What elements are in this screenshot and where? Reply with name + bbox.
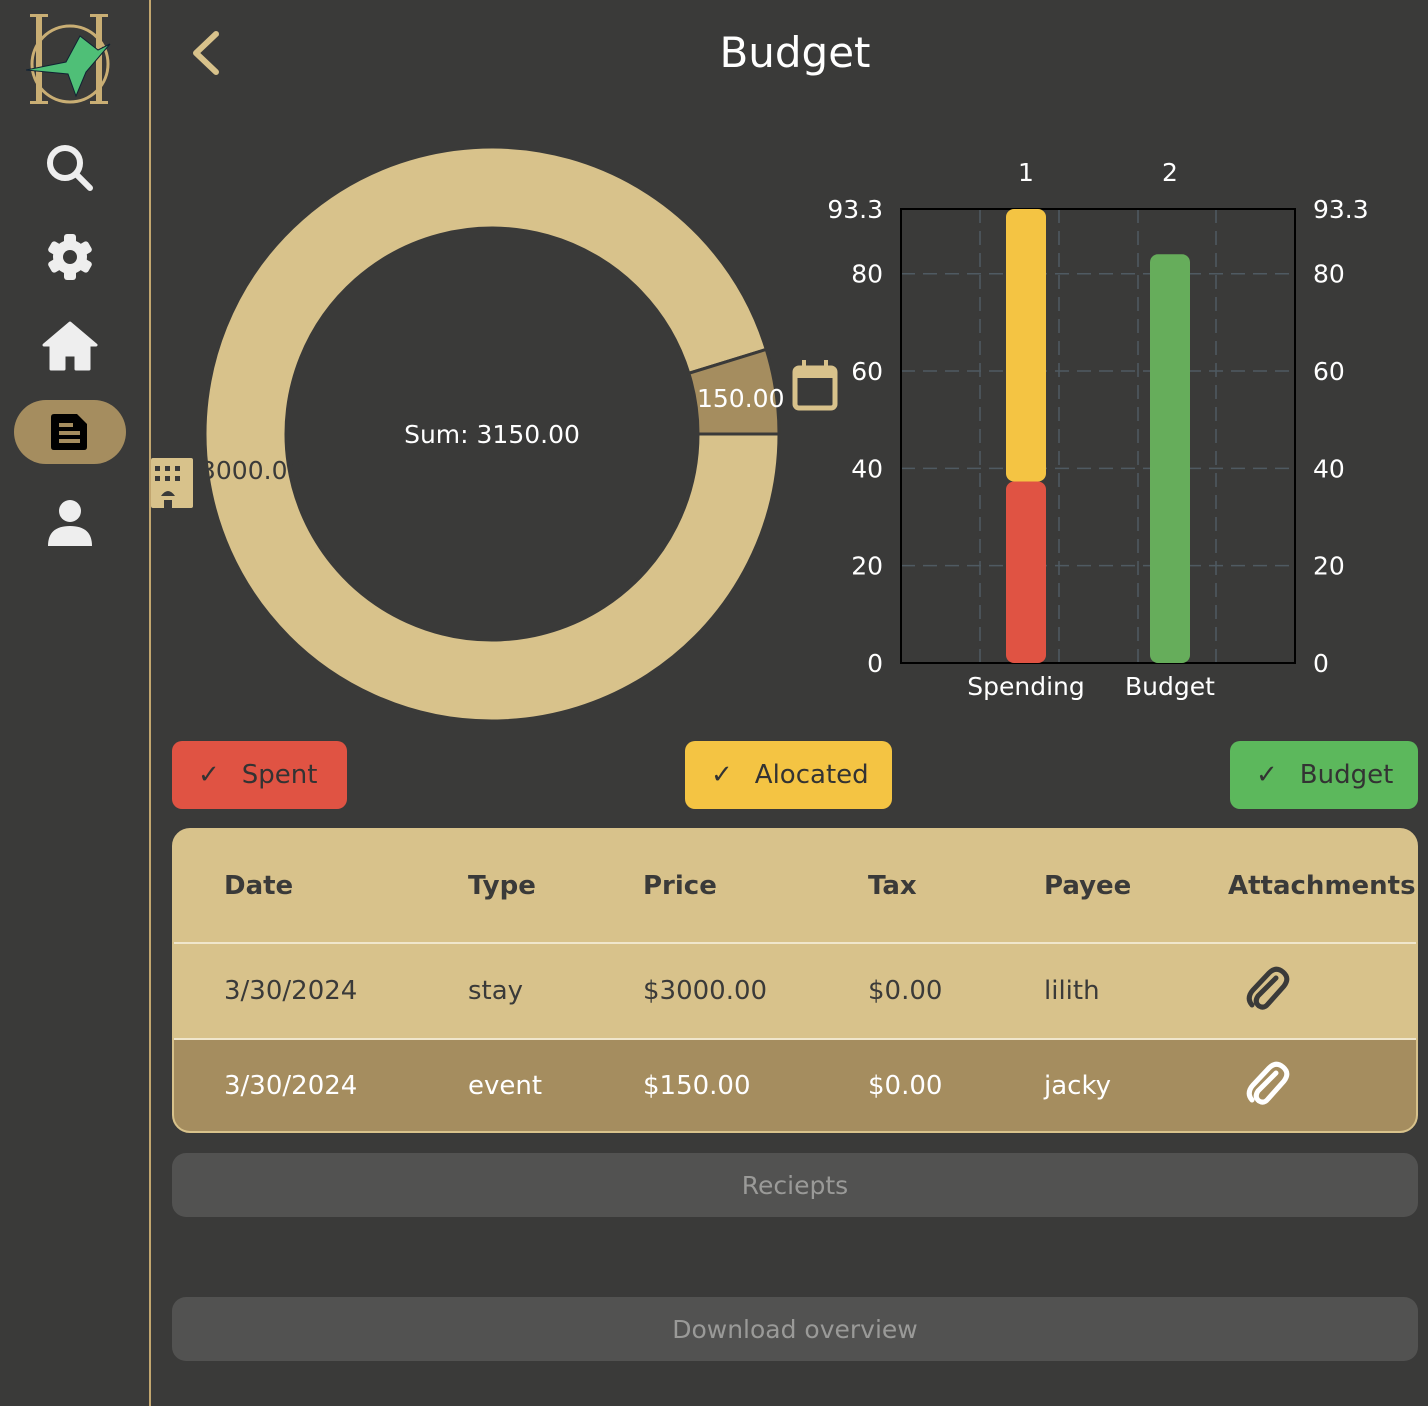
- gear-icon: [48, 234, 92, 280]
- legend-spent-toggle[interactable]: ✓ Spent: [172, 741, 347, 809]
- header-price: Price: [643, 871, 717, 901]
- user-icon: [48, 500, 92, 546]
- cell-date: 3/30/2024: [224, 1071, 358, 1101]
- nav-settings[interactable]: [14, 225, 126, 289]
- cell-date: 3/30/2024: [224, 976, 358, 1006]
- attachment-button[interactable]: [1228, 964, 1416, 1019]
- top-tick-label: 1: [1018, 158, 1034, 187]
- cell-payee: lilith: [1044, 976, 1100, 1006]
- page-title: Budget: [719, 28, 871, 77]
- y-tick-left: 80: [851, 260, 883, 289]
- legend-budget-toggle[interactable]: ✓ Budget: [1230, 741, 1418, 809]
- y-tick-right: 20: [1313, 552, 1345, 581]
- header-type: Type: [468, 871, 536, 901]
- bar-budget[interactable]: [1150, 254, 1190, 663]
- document-icon: [51, 414, 87, 450]
- attachment-button[interactable]: [1228, 1059, 1416, 1114]
- donut-chart: [203, 145, 781, 723]
- nav-home[interactable]: [14, 314, 126, 378]
- sidebar: [0, 0, 151, 1406]
- y-tick-right: 93.3: [1313, 195, 1369, 224]
- cell-tax: $0.00: [868, 1071, 943, 1101]
- calendar-icon: [792, 360, 838, 411]
- check-icon: ✓: [198, 760, 220, 790]
- donut-sum: Sum: 3150.00: [404, 420, 580, 449]
- x-tick-label: Budget: [1125, 672, 1215, 701]
- back-button[interactable]: [188, 28, 228, 78]
- paperclip-icon: [1246, 966, 1290, 1010]
- building-icon: [151, 458, 193, 508]
- table-row[interactable]: 3/30/2024 stay $3000.00 $0.00 lilith: [174, 944, 1416, 1040]
- y-tick-left: 0: [867, 649, 883, 678]
- cell-type: event: [468, 1071, 543, 1101]
- header-attachments: Attachments: [1228, 871, 1416, 901]
- header-date: Date: [224, 871, 294, 901]
- bar-spent[interactable]: [1006, 481, 1046, 663]
- donut-slice[interactable]: [203, 145, 781, 723]
- check-icon: ✓: [711, 760, 733, 790]
- search-icon: [47, 145, 93, 191]
- y-tick-left: 93.3: [827, 195, 883, 224]
- bar-chart: 0 0 20 20 40 40 60 60 80 80 93.3 93.3 Spending 1 Budge…: [827, 158, 1369, 701]
- cell-price: $150.00: [643, 1071, 751, 1101]
- y-tick-left: 20: [851, 552, 883, 581]
- cell-price: $3000.00: [643, 976, 768, 1006]
- cell-payee: jacky: [1044, 1071, 1111, 1101]
- transactions-table: Date Type Price Tax Payee Attachments 3/…: [172, 828, 1418, 1133]
- bar-allocated[interactable]: [1006, 209, 1046, 482]
- paperclip-icon: [1246, 1061, 1290, 1105]
- y-tick-right: 40: [1313, 454, 1345, 483]
- app-logo: [26, 14, 111, 104]
- table-header: Date Type Price Tax Payee Attachments: [174, 830, 1416, 944]
- table-row[interactable]: 3/30/2024 event $150.00 $0.00 jacky: [174, 1040, 1416, 1131]
- y-tick-left: 40: [851, 454, 883, 483]
- cell-type: stay: [468, 976, 524, 1006]
- y-tick-right: 60: [1313, 357, 1345, 386]
- top-tick-label: 2: [1162, 158, 1178, 187]
- x-tick-label: Spending: [967, 672, 1085, 701]
- cell-tax: $0.00: [868, 976, 943, 1006]
- legend-allocated-toggle[interactable]: ✓ Alocated: [685, 741, 892, 809]
- download-overview-button[interactable]: Download overview: [172, 1297, 1418, 1361]
- plot-frame: [900, 208, 1296, 664]
- nav-search[interactable]: [14, 136, 126, 200]
- header-payee: Payee: [1044, 871, 1132, 901]
- y-tick-right: 0: [1313, 649, 1329, 678]
- nav-budget[interactable]: [14, 400, 126, 464]
- legend-budget-label: Budget: [1299, 760, 1394, 790]
- check-icon: ✓: [1256, 760, 1278, 790]
- y-tick-left: 60: [851, 357, 883, 386]
- legend-spent-label: Spent: [241, 760, 318, 790]
- nav-profile[interactable]: [14, 490, 126, 554]
- receipts-button[interactable]: Reciepts: [172, 1153, 1418, 1217]
- legend-allocated-label: Alocated: [754, 760, 869, 790]
- y-tick-right: 80: [1313, 260, 1345, 289]
- donut-slice[interactable]: [686, 347, 781, 436]
- home-icon: [42, 321, 98, 371]
- slice-label-stay: 3000.00: [200, 456, 304, 485]
- slice-label-event: 150.00: [697, 384, 785, 413]
- header-tax: Tax: [868, 871, 917, 901]
